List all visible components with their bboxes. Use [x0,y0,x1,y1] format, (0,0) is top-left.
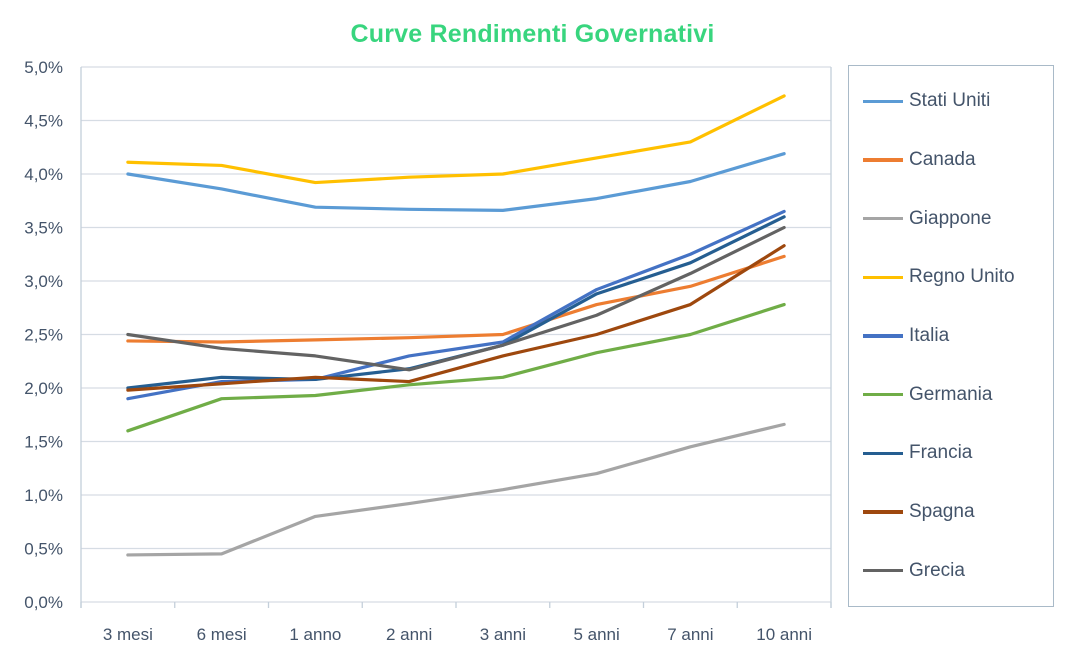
x-axis-tick-label: 3 anni [480,625,526,644]
legend-swatch [863,217,903,221]
y-axis-tick-label: 5,0% [24,58,63,77]
series-line-regno-unito [126,94,786,185]
legend-swatch [863,99,903,103]
legend-label: Grecia [909,559,965,581]
legend-item-francia: Francia [863,442,1053,464]
series-line-stati-uniti [126,152,786,212]
legend-swatch [863,158,903,162]
legend-swatch [863,568,903,573]
legend-item-regno-unito: Regno Unito [863,266,1053,288]
y-axis-tick-label: 3,0% [24,272,63,291]
x-axis-tick-label: 3 mesi [103,625,153,644]
series-line-giappone [126,422,786,557]
legend-swatch [863,510,903,514]
y-axis-tick-label: 0,0% [24,593,63,612]
y-axis-tick-label: 4,5% [24,112,63,131]
legend-label: Giappone [909,207,992,229]
y-axis-tick-label: 4,0% [24,165,63,184]
series-line-francia [126,215,786,390]
legend-item-germania: Germania [863,384,1053,406]
chart-title: Curve Rendimenti Governativi [350,20,715,48]
legend-swatch [863,334,903,338]
series-line-spagna [126,244,786,392]
x-axis-tick-label: 7 anni [667,625,713,644]
series-line-canada [126,254,786,344]
legend-item-spagna: Spagna [863,501,1053,523]
y-axis-tick-label: 0,5% [24,540,63,559]
legend-swatch [863,275,903,279]
legend-box: Stati Uniti Canada Giappone Regno Unito Ital… [848,65,1054,607]
legend-item-giappone: Giappone [863,208,1053,230]
y-axis-tick-label: 1,5% [24,433,63,452]
legend-item-canada: Canada [863,149,1053,171]
x-axis-tick-label: 6 mesi [197,625,247,644]
series-line-germania [126,302,786,433]
legend-label: Francia [909,442,973,464]
series-line-grecia [126,225,786,372]
legend-label: Spagna [909,500,975,522]
legend-label: Canada [909,148,976,170]
x-axis-tick-label: 10 anni [756,625,812,644]
legend-label: Stati Uniti [909,90,991,112]
legend-item-stati-uniti: Stati Uniti [863,90,1053,112]
x-axis-tick-label: 5 anni [573,625,619,644]
y-axis-tick-label: 2,5% [24,326,63,345]
x-axis-tick-label: 1 anno [289,625,341,644]
legend-item-grecia: Grecia [863,560,1053,582]
legend-label: Regno Unito [909,266,1015,288]
legend-label: Italia [909,324,950,346]
legend-swatch [863,451,903,455]
y-axis-tick-label: 1,0% [24,486,63,505]
x-axis-tick-label: 2 anni [386,625,432,644]
y-axis-tick-label: 3,5% [24,219,63,238]
y-axis-tick-label: 2,0% [24,379,63,398]
legend-item-italia: Italia [863,325,1053,347]
legend-label: Germania [909,383,993,405]
legend-swatch [863,393,903,397]
